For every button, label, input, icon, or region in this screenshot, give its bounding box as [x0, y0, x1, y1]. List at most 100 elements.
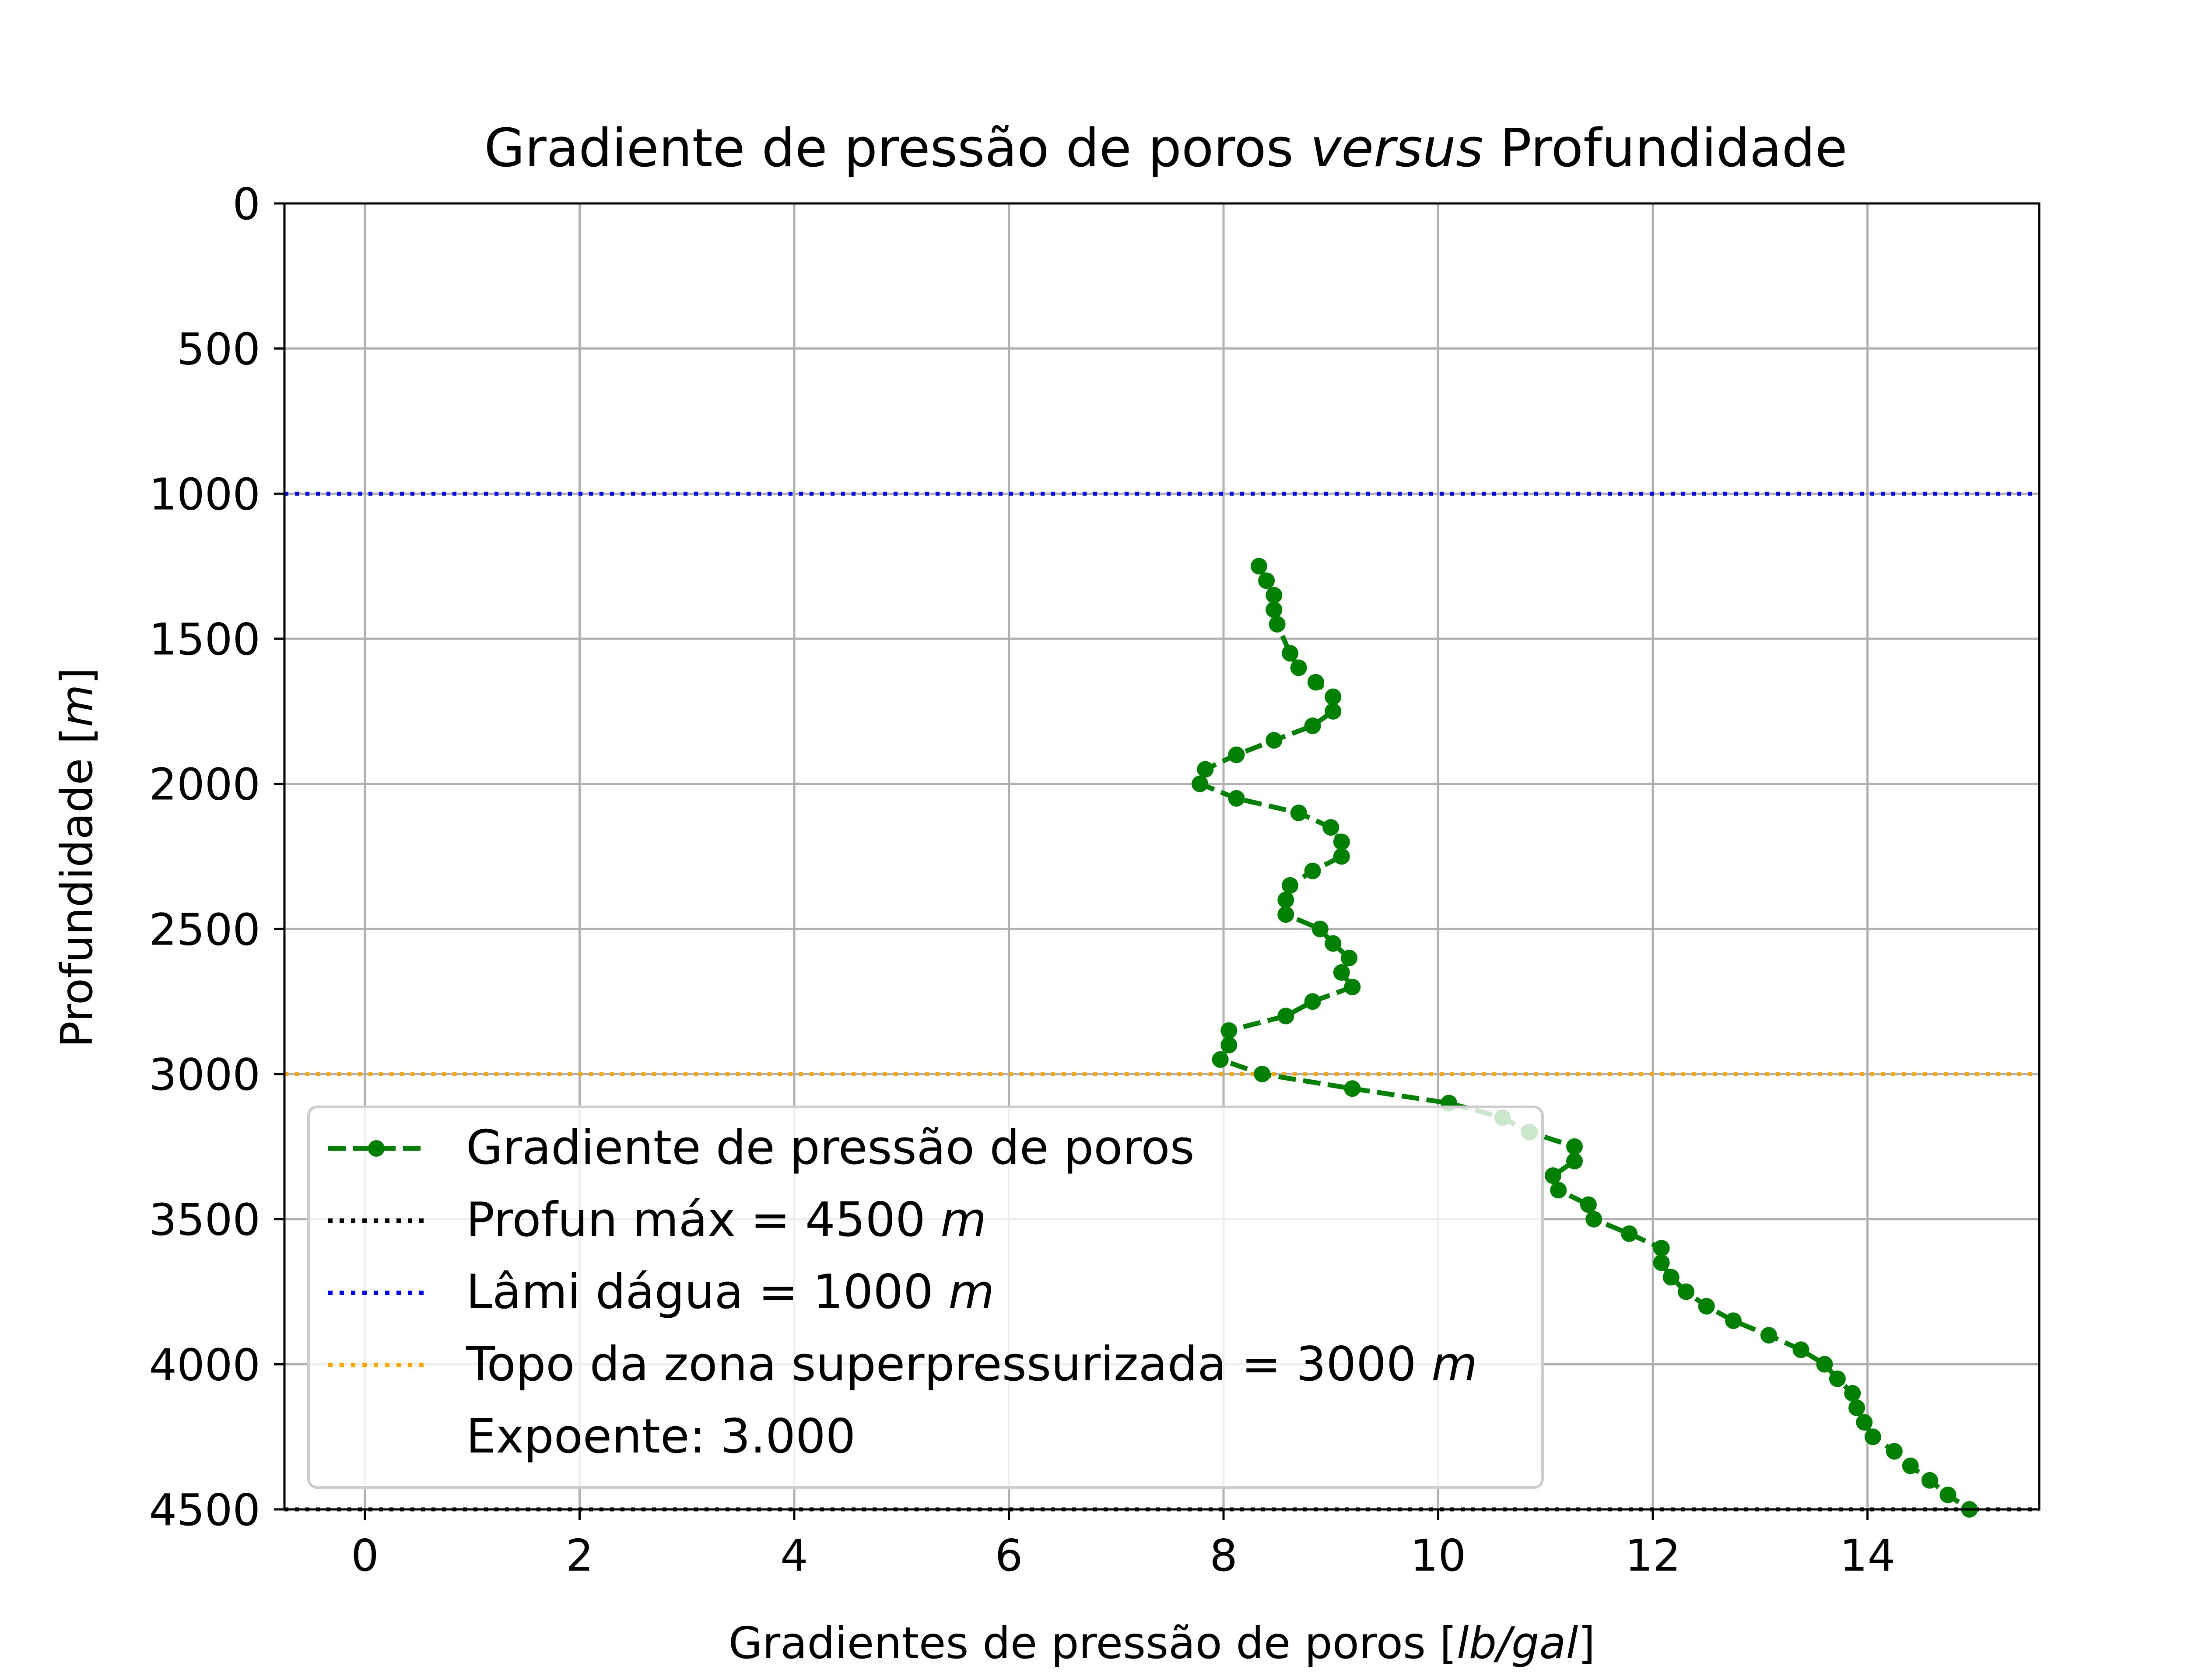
- data-point: [1250, 558, 1267, 575]
- legend-box: [307, 1106, 1544, 1489]
- data-point: [1816, 1356, 1833, 1373]
- data-point: [1277, 906, 1294, 923]
- x-tick-label: 10: [1410, 1530, 1466, 1581]
- y-tick-label: 2000: [149, 759, 261, 810]
- data-point: [1725, 1312, 1742, 1329]
- plot-frame: [283, 202, 2041, 1511]
- y-axis-label-close: ]: [51, 668, 102, 685]
- data-point: [1192, 775, 1209, 792]
- data-point: [1621, 1225, 1638, 1242]
- data-point: [1290, 659, 1307, 676]
- y-tick-label: 0: [232, 178, 260, 230]
- data-point: [1220, 1036, 1238, 1054]
- x-tick-label: 12: [1625, 1530, 1680, 1581]
- data-point: [1325, 935, 1342, 952]
- data-point: [1678, 1283, 1695, 1300]
- y-tick-label: 1500: [149, 614, 261, 665]
- y-tick-label: 2500: [149, 904, 261, 955]
- data-point: [1848, 1399, 1865, 1416]
- chart-title: Gradiente de pressão de poros versus Pro…: [484, 118, 1847, 179]
- legend-label-water-depth: Lâmi dágua = 1000 m: [466, 1265, 994, 1320]
- chart-title-italic: versus: [1310, 118, 1483, 179]
- x-tick-label: 4: [780, 1530, 808, 1581]
- data-point: [1220, 1022, 1238, 1039]
- x-axis-label-text: Gradientes de pressão de poros [: [729, 1617, 1457, 1669]
- legend-label-max-depth: Profun máx = 4500 m: [466, 1193, 986, 1247]
- y-tick-label: 4500: [149, 1484, 261, 1536]
- data-point: [1344, 1080, 1361, 1097]
- data-point: [1311, 920, 1329, 938]
- data-point: [1550, 1182, 1567, 1199]
- data-point: [1856, 1414, 1873, 1431]
- data-point: [1886, 1443, 1903, 1460]
- data-point: [1212, 1051, 1229, 1068]
- data-point: [1792, 1341, 1809, 1358]
- chart-title-tail: Profundidade: [1500, 118, 1848, 179]
- x-axis-label: Gradientes de pressão de poros [lb/gal]: [729, 1617, 1595, 1669]
- legend-label-overpressure-top-text: Topo da zona superpressurizada = 3000: [466, 1337, 1417, 1392]
- data-point: [1266, 587, 1283, 604]
- data-point: [1304, 993, 1321, 1010]
- data-point: [1307, 674, 1324, 691]
- data-point: [1939, 1486, 1957, 1503]
- x-tick-label: 6: [995, 1530, 1023, 1581]
- data-point: [1228, 790, 1245, 807]
- data-point: [1277, 1008, 1294, 1025]
- y-tick-label: 4000: [149, 1339, 261, 1390]
- y-axis-label-unit: m: [51, 685, 102, 727]
- data-point: [1760, 1327, 1777, 1344]
- data-point: [1333, 833, 1350, 850]
- y-axis-label-text: Profundidade [: [51, 727, 102, 1047]
- data-point: [1829, 1370, 1846, 1387]
- data-point: [1258, 572, 1275, 589]
- data-point: [1269, 616, 1286, 633]
- data-point: [1254, 1066, 1271, 1082]
- legend-swatch-marker: [368, 1140, 385, 1157]
- legend-label-exponent: Expoente: 3.000: [466, 1409, 856, 1464]
- x-tick-label: 8: [1210, 1530, 1238, 1581]
- data-point: [1266, 601, 1283, 618]
- x-axis-ticks: 0 2 4 6 8 10 12 14: [351, 1509, 1895, 1581]
- data-point: [1333, 848, 1350, 865]
- data-point: [1585, 1211, 1602, 1228]
- data-point: [1698, 1298, 1715, 1315]
- data-point: [1921, 1472, 1938, 1489]
- y-tick-label: 3500: [149, 1194, 261, 1246]
- data-point: [1282, 645, 1299, 662]
- legend: Gradiente de pressão de poros Profun máx…: [307, 1106, 1544, 1489]
- data-point: [1266, 732, 1283, 749]
- data-point: [1197, 761, 1214, 778]
- data-point: [1228, 746, 1245, 763]
- data-point: [1544, 1167, 1561, 1184]
- data-point: [1662, 1269, 1680, 1286]
- data-point: [1566, 1153, 1583, 1169]
- data-point: [1333, 964, 1350, 981]
- data-point: [1653, 1254, 1670, 1271]
- y-tick-label: 3000: [149, 1049, 261, 1100]
- x-tick-label: 2: [566, 1530, 594, 1581]
- data-point: [1653, 1240, 1670, 1256]
- x-axis-label-unit: lb/gal: [1457, 1617, 1578, 1669]
- data-point: [1580, 1196, 1597, 1213]
- data-point: [1322, 819, 1339, 836]
- chart-title-main: Gradiente de pressão de poros: [484, 118, 1294, 179]
- data-point: [1864, 1428, 1881, 1446]
- legend-label-overpressure-top-unit: m: [1431, 1337, 1477, 1392]
- data-point: [1304, 862, 1321, 879]
- legend-label-max-depth-unit: m: [940, 1193, 986, 1247]
- y-tick-label: 1000: [149, 469, 261, 520]
- legend-label-series: Gradiente de pressão de poros: [466, 1120, 1195, 1175]
- legend-label-water-depth-unit: m: [948, 1265, 994, 1320]
- data-point: [1304, 718, 1321, 734]
- x-tick-label: 14: [1840, 1530, 1895, 1581]
- series-line-0: [1197, 565, 1971, 1512]
- series-layer: [1192, 558, 1978, 1518]
- x-axis-label-close: ]: [1578, 1617, 1595, 1669]
- grid-layer: [284, 202, 2039, 1511]
- data-point: [1325, 703, 1342, 720]
- x-tick-label: 0: [351, 1530, 379, 1581]
- y-axis-ticks: 0 500 1000 1500 2000 2500 3000 3500 4000 4500: [149, 178, 284, 1536]
- legend-label-overpressure-top: Topo da zona superpressurizada = 3000 m: [466, 1337, 1477, 1392]
- data-point: [1902, 1457, 1919, 1474]
